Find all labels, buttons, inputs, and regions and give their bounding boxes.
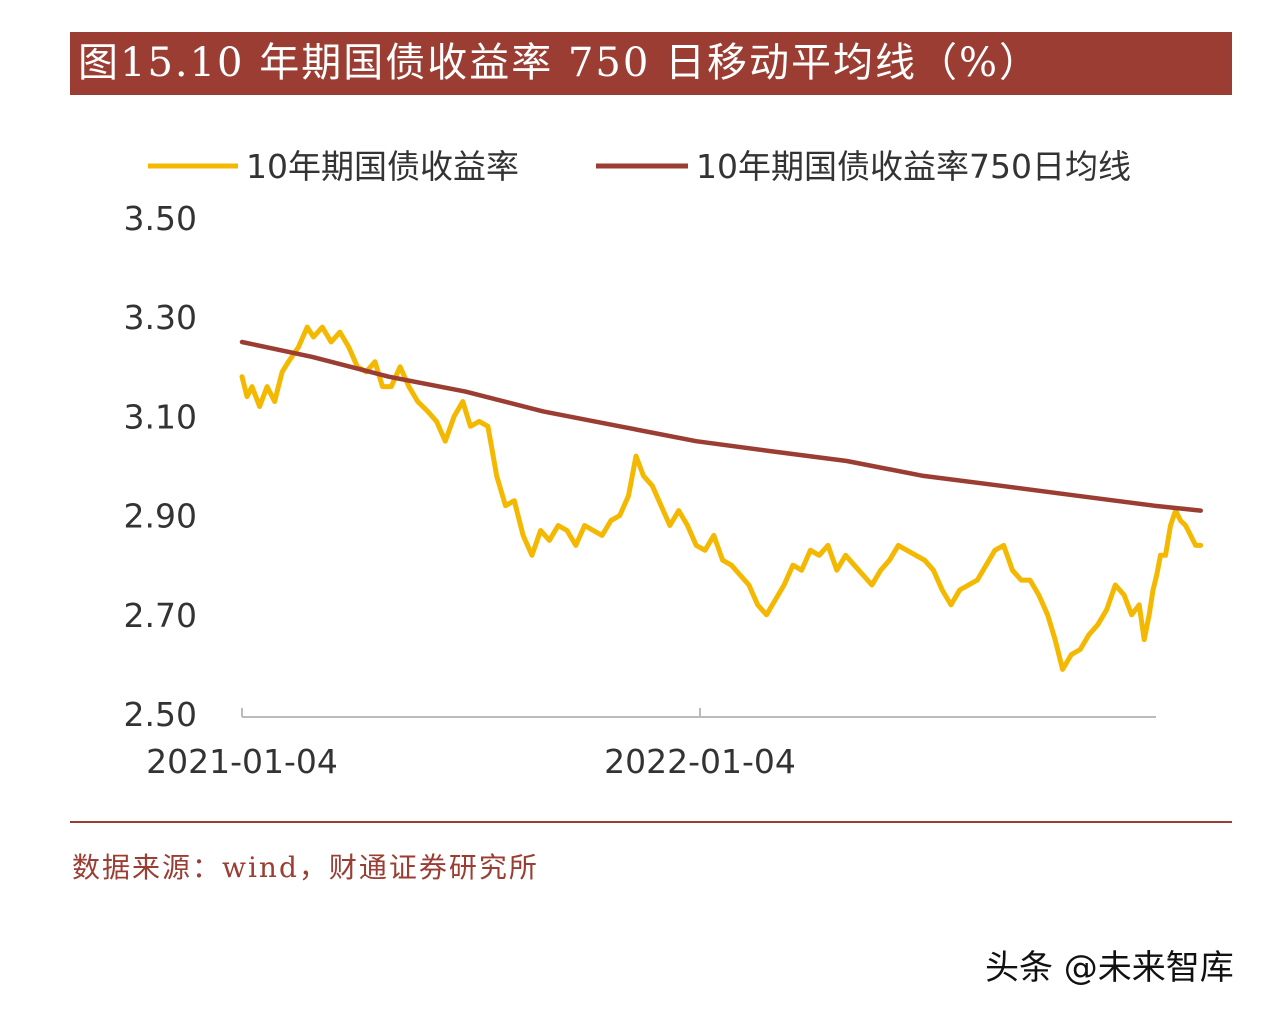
y-tick-label: 3.10 — [124, 397, 197, 436]
y-tick-label: 3.50 — [124, 199, 197, 238]
series-line-yield — [239, 324, 1204, 672]
y-tick-label: 2.70 — [124, 596, 197, 635]
watermark: 头条 @未来智库 — [985, 948, 1234, 988]
y-tick-label: 3.30 — [124, 298, 197, 337]
chart-title: 图15.10 年期国债收益率 750 日移动平均线（%） — [70, 32, 1232, 95]
y-tick-label: 2.90 — [124, 497, 197, 536]
footer-divider — [70, 821, 1232, 823]
y-tick-label: 2.50 — [124, 695, 197, 734]
legend-label-ma750: 10年期国债收益率750日均线 — [696, 147, 1131, 186]
legend-label-yield: 10年期国债收益率 — [246, 147, 519, 186]
source-note: 数据来源：wind，财通证券研究所 — [72, 851, 539, 884]
series-line-ma750 — [239, 339, 1203, 513]
y-axis-ticks: 3.50 3.30 3.10 2.90 2.70 2.50 — [124, 199, 197, 734]
x-axis: 2021-01-04 2022-01-04 — [146, 708, 1156, 781]
legend: 10年期国债收益率 10年期国债收益率750日均线 — [148, 147, 1131, 186]
series-layer — [239, 324, 1204, 672]
x-tick-label: 2021-01-04 — [146, 742, 338, 781]
x-tick-label: 2022-01-04 — [604, 742, 796, 781]
